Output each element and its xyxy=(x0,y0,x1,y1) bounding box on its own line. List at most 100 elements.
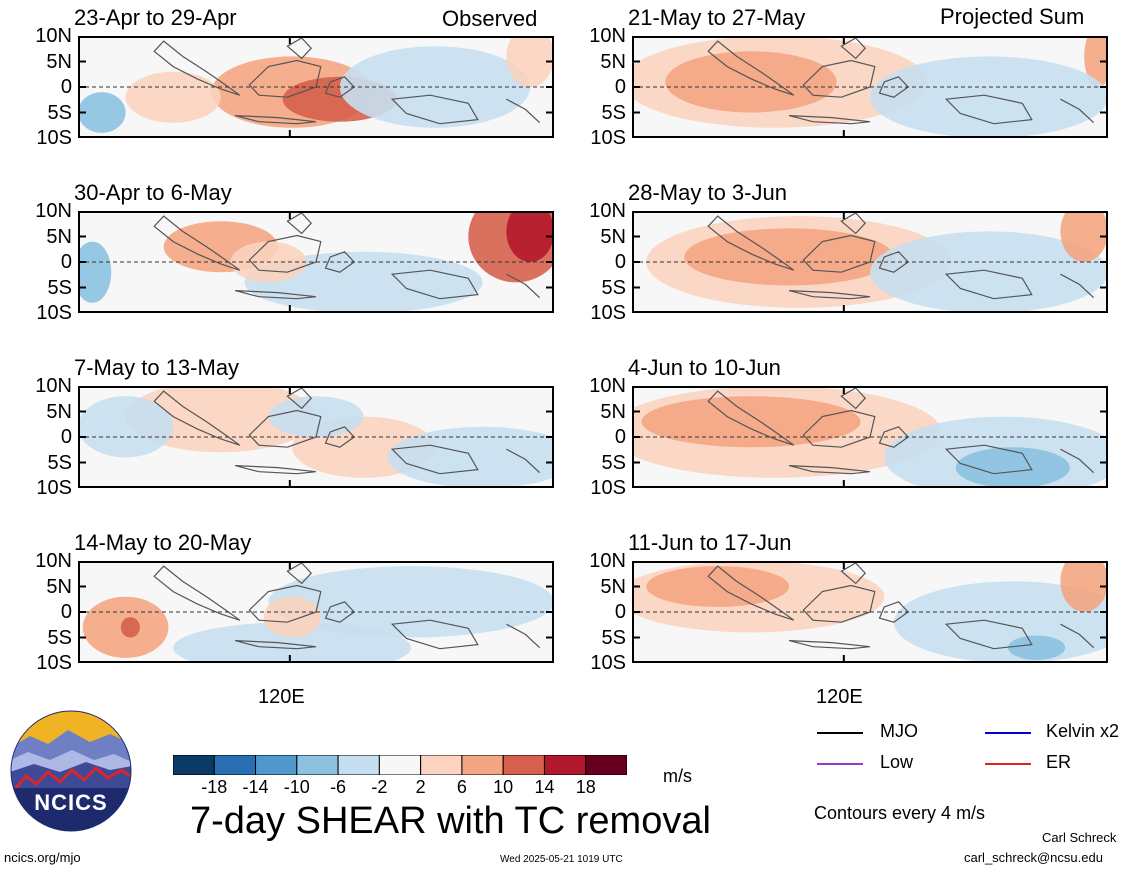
er-legend-line xyxy=(985,763,1031,765)
lat-label: 5S xyxy=(47,276,72,299)
coastline xyxy=(390,94,479,125)
shear-anomaly-shading xyxy=(870,56,1108,138)
coastline xyxy=(324,601,356,623)
map-panel xyxy=(78,386,554,488)
timestamp: Wed 2025-05-21 1019 UTC xyxy=(500,854,623,865)
coastline xyxy=(506,273,541,299)
lat-label: 5N xyxy=(46,575,72,598)
map-frame xyxy=(632,386,1108,488)
colorbar-segment xyxy=(585,754,628,776)
shear-anomaly-shading xyxy=(268,396,364,437)
map-panel xyxy=(632,211,1108,313)
coastline xyxy=(788,465,871,475)
coastline xyxy=(707,565,795,621)
lat-label: 5N xyxy=(600,400,626,423)
coastline xyxy=(506,623,541,649)
shear-anomaly-shading xyxy=(78,241,112,303)
shear-anomaly-shading xyxy=(665,51,837,113)
coastline xyxy=(878,426,910,448)
ncics-logo: NCICS xyxy=(10,710,132,832)
projected-label: Projected Sum xyxy=(940,4,1085,29)
colorbar-segment xyxy=(543,754,587,776)
legend-mjo: MJO xyxy=(880,721,918,741)
coastline xyxy=(788,115,871,125)
panel-title: 21-May to 27-May xyxy=(628,5,806,30)
colorbar-units: m/s xyxy=(663,766,692,786)
colorbar-tick-label: 18 xyxy=(575,777,596,797)
lat-label: 5N xyxy=(46,400,72,423)
coastline xyxy=(878,251,910,273)
legend-er: ER xyxy=(1046,752,1072,772)
colorbar-tick-label: 6 xyxy=(456,777,467,797)
shear-anomaly-shading xyxy=(646,566,790,607)
colorbar-tick-label: -2 xyxy=(371,777,388,797)
shear-anomaly-shading xyxy=(78,92,126,133)
lat-label: 5S xyxy=(47,451,72,474)
coastline xyxy=(390,444,479,475)
shear-anomaly-shading xyxy=(125,71,221,123)
coastline xyxy=(248,584,322,623)
lat-label: 5N xyxy=(600,575,626,598)
contours-note: Contours every 4 m/s xyxy=(814,803,986,823)
map-frame xyxy=(632,211,1108,313)
lat-label: 0 xyxy=(60,601,72,623)
coastline xyxy=(802,584,876,623)
coastline xyxy=(1060,273,1095,299)
coastline xyxy=(286,37,313,60)
shear-anomaly-shading xyxy=(1084,36,1108,87)
colorbar-segment xyxy=(461,754,504,776)
lat-label: 10N xyxy=(35,25,72,47)
shear-anomaly-shading xyxy=(268,566,554,638)
coastline xyxy=(802,409,876,448)
map-panel xyxy=(632,36,1108,138)
coastline xyxy=(878,76,910,98)
lat-label: 5S xyxy=(601,626,626,649)
legend-low: Low xyxy=(880,752,914,772)
lat-label: 10N xyxy=(35,375,72,397)
shear-anomaly-shading xyxy=(263,596,321,638)
colorbar-segment xyxy=(296,754,339,776)
lat-label: 0 xyxy=(614,426,626,448)
lon-label-right: 120E xyxy=(816,686,863,708)
coastline xyxy=(234,465,317,475)
coastline xyxy=(707,215,795,271)
lon-label-left: 120E xyxy=(258,686,305,708)
lat-label: 10S xyxy=(590,302,626,324)
website: ncics.org/mjo xyxy=(4,850,81,865)
logo-text: NCICS xyxy=(34,790,108,815)
colorbar-tick-label: 10 xyxy=(493,777,514,797)
map-frame xyxy=(78,36,554,138)
lat-label: 10N xyxy=(589,550,626,572)
coastline xyxy=(324,76,356,98)
coastline xyxy=(707,390,795,446)
coastline xyxy=(707,40,795,96)
lat-label: 5N xyxy=(600,225,626,248)
lat-label: 10S xyxy=(590,652,626,674)
lat-label: 0 xyxy=(60,251,72,273)
map-panel xyxy=(78,36,554,138)
colorbar-tick-label: -18 xyxy=(201,777,228,797)
lat-label: 10S xyxy=(36,302,72,324)
colorbar-segment xyxy=(337,754,380,776)
lat-label: 5N xyxy=(600,50,626,73)
shear-anomaly-shading xyxy=(870,231,1108,313)
lat-label: 5S xyxy=(601,276,626,299)
lat-label: 10S xyxy=(590,477,626,499)
mjo-legend-line xyxy=(817,732,863,734)
coastline xyxy=(1060,98,1095,124)
lat-label: 5N xyxy=(46,225,72,248)
map-frame xyxy=(632,36,1108,138)
coastline xyxy=(153,40,241,96)
coastline xyxy=(234,640,317,650)
coastline xyxy=(506,448,541,474)
lat-label: 0 xyxy=(60,426,72,448)
colorbar-segment xyxy=(172,754,215,776)
figure-title: 7-day SHEAR with TC removal xyxy=(190,800,711,842)
lat-label: 10N xyxy=(35,550,72,572)
shear-anomaly-shading xyxy=(684,228,894,286)
coastline xyxy=(286,387,313,410)
coastline xyxy=(248,234,322,273)
colorbar-tick-label: 14 xyxy=(534,777,555,797)
shear-anomaly-shading xyxy=(1008,635,1066,660)
lat-label: 10S xyxy=(590,127,626,149)
